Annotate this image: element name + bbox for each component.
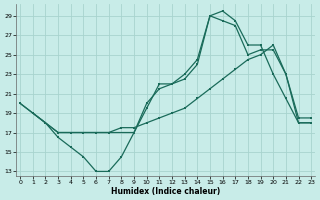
X-axis label: Humidex (Indice chaleur): Humidex (Indice chaleur) <box>111 187 220 196</box>
